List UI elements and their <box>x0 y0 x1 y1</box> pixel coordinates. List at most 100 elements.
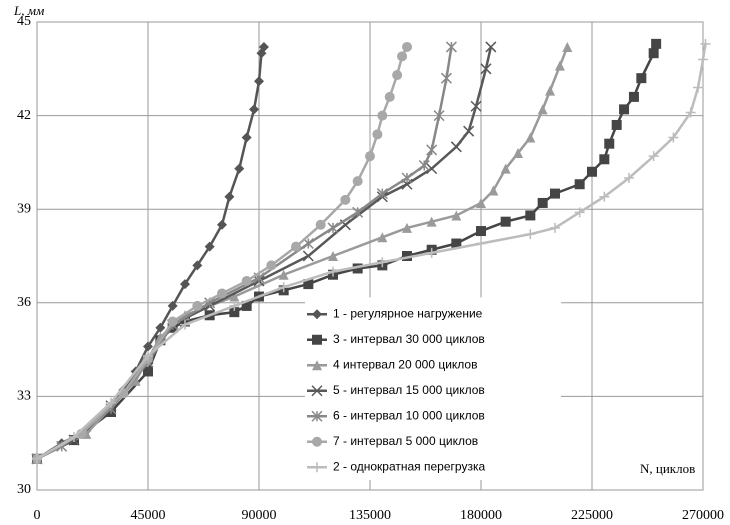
marker <box>426 247 437 258</box>
marker <box>302 250 314 262</box>
x-tick-label: 225000 <box>571 508 613 523</box>
marker <box>418 159 430 172</box>
marker <box>234 163 245 174</box>
marker <box>130 375 141 386</box>
marker <box>550 188 560 199</box>
marker <box>485 41 497 53</box>
marker <box>500 216 511 227</box>
series-line <box>36 43 707 460</box>
x-tick-label: 0 <box>34 508 41 523</box>
marker <box>648 151 659 162</box>
series-line <box>36 43 658 460</box>
marker <box>217 219 227 230</box>
marker <box>488 185 499 196</box>
marker <box>628 91 639 102</box>
legend-marker <box>312 309 322 320</box>
y-tick-label: 30 <box>17 482 31 497</box>
x-tick-label: 90000 <box>242 508 277 523</box>
marker <box>611 119 622 130</box>
series-line <box>36 46 266 460</box>
marker <box>143 350 153 361</box>
marker <box>693 82 704 93</box>
marker <box>397 51 408 62</box>
marker <box>258 41 269 52</box>
x-tick-label: 135000 <box>349 508 391 523</box>
marker <box>476 238 486 249</box>
legend-marker <box>312 360 322 371</box>
marker <box>476 226 486 237</box>
marker <box>651 38 662 49</box>
marker <box>229 300 240 311</box>
legend-box <box>305 297 561 480</box>
marker <box>440 72 452 84</box>
marker <box>402 222 412 233</box>
marker <box>698 54 708 65</box>
marker <box>537 197 548 208</box>
marker <box>278 269 289 280</box>
y-tick-label: 45 <box>17 14 31 29</box>
marker <box>574 179 585 190</box>
marker <box>180 319 190 330</box>
legend-label: 1 - регулярное нагружение <box>333 306 483 320</box>
marker <box>537 104 548 115</box>
marker <box>372 129 383 140</box>
marker <box>426 144 438 156</box>
marker <box>69 431 79 442</box>
marker <box>241 132 252 143</box>
marker <box>668 132 679 143</box>
marker <box>401 172 413 184</box>
marker <box>106 397 116 408</box>
marker <box>451 238 462 249</box>
marker <box>143 341 153 352</box>
y-tick-label: 36 <box>17 295 31 310</box>
marker <box>192 300 203 311</box>
marker <box>315 219 326 230</box>
marker <box>648 48 659 59</box>
marker <box>402 41 412 52</box>
marker <box>167 300 178 311</box>
marker <box>180 279 190 290</box>
x-tick-label: 270000 <box>682 508 724 523</box>
marker <box>445 41 457 53</box>
legend-marker <box>312 334 322 345</box>
marker <box>384 91 395 102</box>
marker <box>636 73 647 84</box>
marker <box>327 222 339 234</box>
marker <box>328 251 338 261</box>
legend-marker <box>311 385 323 397</box>
legend-label: 4 интервал 20 000 циклов <box>333 357 477 371</box>
marker <box>545 85 556 96</box>
marker <box>241 275 252 286</box>
marker <box>392 70 403 81</box>
marker <box>224 191 235 202</box>
y-tick-label: 42 <box>17 108 31 123</box>
marker <box>470 100 482 112</box>
marker <box>155 322 166 333</box>
y-tick-label: 33 <box>17 389 31 404</box>
marker <box>328 266 338 277</box>
marker <box>426 163 438 175</box>
marker <box>624 173 634 183</box>
legend-label: 5 - интервал 15 000 циклов <box>333 383 485 397</box>
x-axis-label: N, циклов <box>640 461 695 476</box>
legend-label: 2 - однократная перегрузка <box>333 459 485 473</box>
legend-marker <box>312 436 322 447</box>
marker <box>604 138 615 149</box>
x-tick-label: 180000 <box>460 508 502 523</box>
marker <box>143 366 153 377</box>
marker <box>426 216 437 227</box>
marker <box>352 176 363 187</box>
marker <box>450 141 462 153</box>
marker <box>377 257 388 268</box>
marker <box>377 110 388 121</box>
marker <box>376 188 388 200</box>
marker <box>500 163 511 174</box>
marker <box>365 151 375 162</box>
marker <box>167 316 178 327</box>
marker <box>480 63 492 75</box>
x-tick-label: 45000 <box>131 508 166 523</box>
marker <box>32 453 42 464</box>
marker <box>476 197 486 208</box>
marker <box>303 279 314 290</box>
